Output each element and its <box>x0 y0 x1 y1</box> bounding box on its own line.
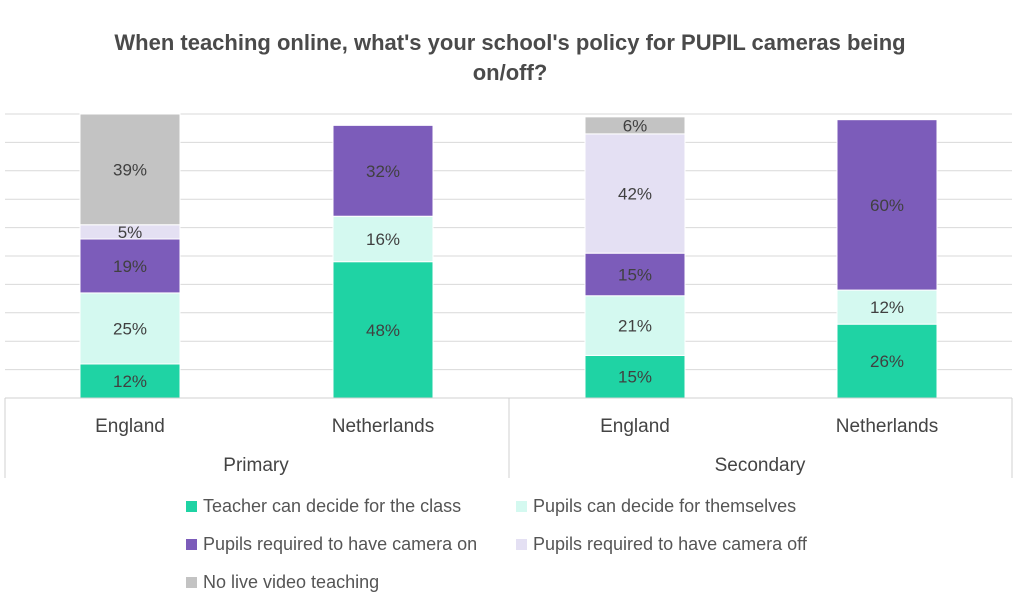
bar-segment <box>584 133 686 254</box>
legend-swatch <box>186 501 197 512</box>
data-label: 39% <box>113 160 147 179</box>
bar-segment <box>584 116 686 135</box>
tick-label: England <box>600 416 670 437</box>
legend-swatch <box>186 577 197 588</box>
legend-swatch <box>516 501 527 512</box>
data-label: 5% <box>118 223 143 242</box>
legend-label: Teacher can decide for the class <box>203 496 462 516</box>
legend-item: Pupils required to have camera off <box>516 534 807 555</box>
bar-segment <box>584 252 686 297</box>
bar-segment <box>584 354 686 399</box>
legend-item: No live video teaching <box>186 572 379 593</box>
bar-segment <box>79 238 181 294</box>
category-axis: England Netherlands England Netherlands Prim… <box>4 397 1013 478</box>
legend-swatch <box>516 539 527 550</box>
data-label: 12% <box>870 298 904 317</box>
legend-label: Pupils required to have camera on <box>203 534 478 554</box>
legend-swatch <box>186 539 197 550</box>
bar-segment <box>79 363 181 399</box>
bar-segment <box>332 215 434 263</box>
bar-segment <box>79 292 181 365</box>
data-label: 42% <box>618 185 652 204</box>
legend-item: Teacher can decide for the class <box>186 496 461 517</box>
legend-label: No live video teaching <box>203 572 380 592</box>
data-label: 12% <box>113 372 147 391</box>
data-label: 16% <box>366 230 400 249</box>
data-label: 21% <box>618 317 652 336</box>
bar-segment <box>836 323 938 399</box>
tick-label: Netherlands <box>332 416 434 437</box>
chart-title: When teaching online, what's your school… <box>114 30 906 85</box>
data-label: 25% <box>113 319 147 338</box>
legend-label: Pupils can decide for themselves <box>533 496 797 516</box>
legend-item: Pupils can decide for themselves <box>516 496 796 517</box>
tick-label: Netherlands <box>836 416 938 437</box>
data-label: 15% <box>618 368 652 387</box>
legend-item: Pupils required to have camera on <box>186 534 477 555</box>
data-label: 32% <box>366 162 400 181</box>
bar-segment <box>332 124 434 217</box>
data-label: 19% <box>113 257 147 276</box>
legend-label: Pupils required to have camera off <box>533 534 807 554</box>
bar-segment <box>79 113 181 226</box>
bars: 12% 25% 19% 5% 39% 48% 16% 32% 15% 21% 15% 42% 6% 26%… <box>79 113 938 399</box>
bar-segment <box>332 261 434 399</box>
tick-label: England <box>95 416 165 437</box>
data-label: 48% <box>366 321 400 340</box>
bar-segment <box>836 119 938 291</box>
group-label: Secondary <box>715 455 806 476</box>
data-label: 60% <box>870 196 904 215</box>
data-label: 6% <box>623 116 648 135</box>
data-label: 26% <box>870 352 904 371</box>
data-label: 15% <box>618 265 652 284</box>
group-label: Primary <box>223 455 289 476</box>
bar-segment <box>584 295 686 356</box>
